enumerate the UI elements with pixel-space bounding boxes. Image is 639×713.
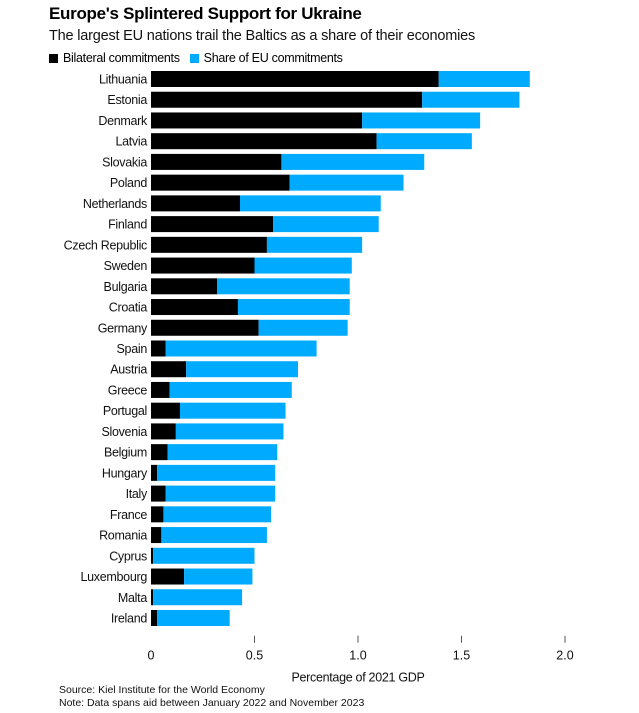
data-note: Note: Data spans aid between January 202… [59,697,365,709]
bar-eu-share [254,257,352,274]
bar-bilateral [151,485,166,502]
legend: Bilateral commitments Share of EU commit… [49,51,353,65]
bar-eu-share [273,216,379,233]
bar-bilateral [151,361,187,378]
category-label: Croatia [109,301,148,315]
bar-eu-share [157,609,230,626]
category-label: Ireland [111,611,147,625]
category-label: Cyprus [109,549,147,563]
category-label: Portugal [103,404,147,418]
bar-eu-share [153,547,255,564]
category-label: Slovakia [102,155,147,169]
bar-bilateral [151,174,290,191]
bar-eu-share [153,589,243,606]
bar-bilateral [151,589,154,606]
category-label: Czech Republic [64,238,147,252]
bar-eu-share [179,402,286,419]
category-label: Luxembourg [81,570,148,584]
category-label: Greece [108,383,148,397]
category-label: Netherlands [83,197,147,211]
category-label: Slovenia [101,425,147,439]
bar-bilateral [151,299,238,316]
legend-swatch-bilateral [49,53,58,63]
legend-item-bilateral: Bilateral commitments [49,51,180,65]
bar-eu-share [163,506,272,523]
bar-bilateral [151,568,185,585]
x-tick-label: 2.0 [556,649,573,663]
bar-bilateral [151,506,164,523]
x-tick-label: 0.5 [246,649,263,663]
bar-bilateral [151,133,377,150]
legend-label-bilateral: Bilateral commitments [63,51,180,65]
category-label: Lithuania [99,73,147,87]
bar-eu-share [240,195,381,212]
category-label: Poland [110,176,147,190]
category-label: Latvia [115,135,147,149]
bar-bilateral [151,609,158,626]
x-tick-label: 0 [148,649,155,663]
bar-eu-share [167,444,278,461]
category-label: Germany [98,321,148,335]
legend-item-eu-share: Share of EU commitments [189,51,343,65]
bar-eu-share [289,174,404,191]
category-label: Estonia [107,93,147,107]
bar-eu-share [376,133,472,150]
chart-subtitle: The largest EU nations trail the Baltics… [49,28,476,44]
bar-eu-share [258,319,348,336]
category-label: Austria [110,363,147,377]
bar-eu-share [422,91,520,108]
legend-label-eu-share: Share of EU commitments [203,51,343,65]
category-label: Belgium [104,446,147,460]
bar-bilateral [151,91,423,108]
bar-bilateral [151,444,168,461]
x-tick-label: 1.5 [453,649,470,663]
legend-swatch-eu-share [189,53,199,63]
bar-bilateral [151,527,162,544]
chart-title: Europe's Splintered Support for Ukraine [49,4,362,23]
bar-eu-share [217,278,350,295]
bar-eu-share [165,340,317,357]
bar-bilateral [151,464,158,481]
category-label: Spain [117,342,148,356]
category-label: Malta [118,591,147,605]
bar-eu-share [165,485,276,502]
bar-bilateral [151,340,166,357]
bar-eu-share [281,153,425,170]
bar-bilateral [151,195,241,212]
category-label: Hungary [102,466,148,480]
category-label: Finland [108,218,147,232]
bar-eu-share [266,236,363,253]
x-axis-label: Percentage of 2021 GDP [291,671,424,685]
source-note: Source: Kiel Institute for the World Eco… [59,684,265,696]
bar-bilateral [151,257,255,274]
bar-eu-share [184,568,253,585]
bar-eu-share [438,71,530,87]
bar-bilateral [151,71,439,87]
bar-eu-share [175,423,284,440]
bar-eu-share [237,299,350,316]
bar-eu-share [362,112,481,129]
category-label: France [110,508,147,522]
bar-bilateral [151,153,282,170]
bar-bilateral [151,381,170,398]
category-label: Denmark [98,114,148,128]
bar-bilateral [151,236,267,253]
category-label: Bulgaria [104,280,148,294]
bar-eu-share [157,464,276,481]
bar-eu-share [161,527,267,544]
category-label: Italy [126,487,148,501]
bar-bilateral [151,216,274,233]
category-label: Sweden [104,259,148,273]
bar-bilateral [151,547,154,564]
bar-bilateral [151,402,180,419]
x-tick-label: 1.0 [349,649,366,663]
bar-eu-share [169,381,292,398]
bar-eu-share [186,361,298,378]
bar-bilateral [151,423,176,440]
bar-bilateral [151,112,363,129]
category-label: Romania [99,529,147,543]
bar-bilateral [151,278,218,295]
bar-bilateral [151,319,259,336]
